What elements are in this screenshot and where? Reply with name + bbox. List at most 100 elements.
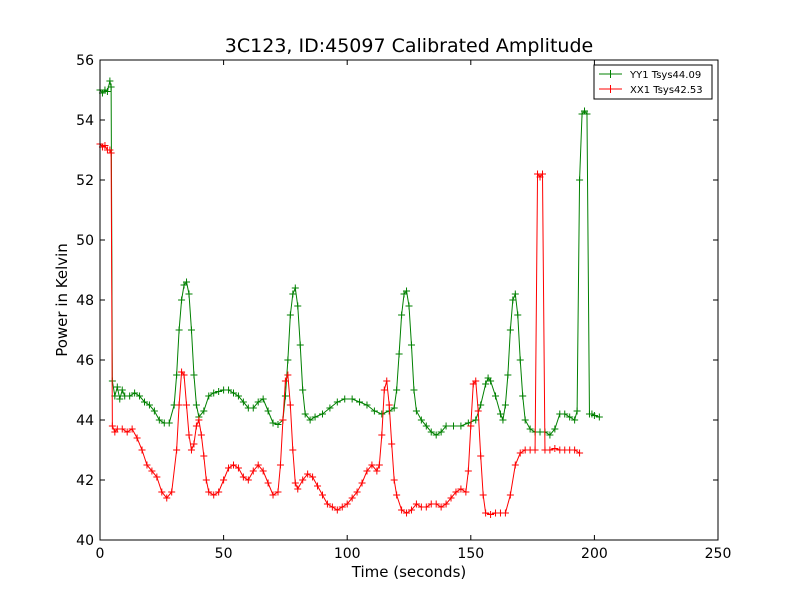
data-point-marker <box>136 392 144 400</box>
data-point-marker <box>546 431 554 439</box>
data-point-marker <box>449 422 457 430</box>
data-point-marker <box>234 464 242 472</box>
data-point-marker <box>422 503 430 511</box>
data-point-marker <box>200 452 208 460</box>
data-point-marker <box>133 434 141 442</box>
legend-item: XX1 Tsys42.53 <box>599 85 703 96</box>
x-tick-label: 250 <box>705 546 732 562</box>
data-point-marker <box>220 476 228 484</box>
x-tick-label: 100 <box>334 546 361 562</box>
data-point-marker <box>249 404 257 412</box>
data-point-marker <box>519 392 527 400</box>
data-point-marker <box>131 389 139 397</box>
x-tick-label: 0 <box>96 546 105 562</box>
data-point-marker <box>442 422 450 430</box>
y-tick-label: 42 <box>76 473 94 489</box>
data-point-marker <box>158 488 166 496</box>
data-point-marker <box>390 476 398 484</box>
data-point-marker <box>138 446 146 454</box>
data-point-marker <box>173 371 181 379</box>
data-point-marker <box>178 296 186 304</box>
data-point-marker <box>318 491 326 499</box>
data-point-marker <box>304 470 312 478</box>
data-point-marker <box>462 488 470 496</box>
data-point-marker <box>412 407 420 415</box>
data-point-marker <box>210 491 218 499</box>
data-point-marker <box>281 392 289 400</box>
data-point-marker <box>353 488 361 496</box>
data-point-marker <box>155 416 163 424</box>
y-tick-label: 54 <box>76 113 94 129</box>
data-point-marker <box>412 500 420 508</box>
data-point-marker <box>405 302 413 310</box>
data-point-marker <box>180 371 188 379</box>
data-point-marker <box>356 398 364 406</box>
data-point-marker <box>299 386 307 394</box>
data-point-marker <box>472 416 480 424</box>
data-point-marker <box>128 425 136 433</box>
data-point-marker <box>385 401 393 409</box>
data-point-marker <box>284 371 292 379</box>
data-point-marker <box>150 407 158 415</box>
x-axis-label: Time (seconds) <box>351 563 467 581</box>
data-point-marker <box>432 500 440 508</box>
data-point-marker <box>249 467 257 475</box>
data-point-marker <box>205 488 213 496</box>
x-tick-label: 200 <box>581 546 608 562</box>
data-point-marker <box>474 407 482 415</box>
data-point-marker <box>341 395 349 403</box>
y-tick-label: 48 <box>76 293 94 309</box>
data-point-marker <box>328 503 336 511</box>
data-point-marker <box>390 404 398 412</box>
data-point-marker <box>506 326 514 334</box>
data-point-marker <box>309 473 317 481</box>
data-point-marker <box>370 407 378 415</box>
data-point-marker <box>472 377 480 385</box>
data-point-marker <box>571 446 579 454</box>
data-point-marker <box>407 506 415 514</box>
data-point-marker <box>234 392 242 400</box>
data-point-marker <box>410 386 418 394</box>
data-point-marker <box>123 428 131 436</box>
data-point-marker <box>301 410 309 418</box>
data-point-marker <box>190 371 198 379</box>
data-point-marker <box>403 287 411 295</box>
data-point-marker <box>264 479 272 487</box>
data-point-marker <box>375 461 383 469</box>
data-point-marker <box>348 494 356 502</box>
data-point-marker <box>437 428 445 436</box>
data-point-marker <box>378 431 386 439</box>
data-point-marker <box>514 311 522 319</box>
data-point-marker <box>398 506 406 514</box>
data-point-marker <box>378 410 386 418</box>
data-point-marker <box>501 401 509 409</box>
data-point-marker <box>225 464 233 472</box>
data-point-marker <box>521 416 529 424</box>
data-point-marker <box>107 149 115 157</box>
data-point-marker <box>407 341 415 349</box>
data-point-marker <box>116 395 124 403</box>
data-point-marker <box>432 431 440 439</box>
data-point-marker <box>118 425 126 433</box>
data-point-marker <box>269 491 277 499</box>
data-point-marker <box>106 77 114 85</box>
y-tick-label: 46 <box>76 353 94 369</box>
data-point-marker <box>333 506 341 514</box>
data-point-marker <box>229 389 237 397</box>
data-point-marker <box>511 461 519 469</box>
data-point-marker <box>566 413 574 421</box>
legend-label: XX1 Tsys42.53 <box>630 85 703 96</box>
chart-title: 3C123, ID:45097 Calibrated Amplitude <box>225 35 593 57</box>
data-point-marker <box>551 425 559 433</box>
data-point-marker <box>294 485 302 493</box>
data-point-marker <box>477 452 485 460</box>
data-point-marker <box>501 509 509 517</box>
data-point-marker <box>457 422 465 430</box>
data-point-marker <box>576 176 584 184</box>
legend-box <box>593 64 713 100</box>
data-point-marker <box>482 380 490 388</box>
data-point-marker <box>264 407 272 415</box>
data-point-marker <box>403 509 411 517</box>
